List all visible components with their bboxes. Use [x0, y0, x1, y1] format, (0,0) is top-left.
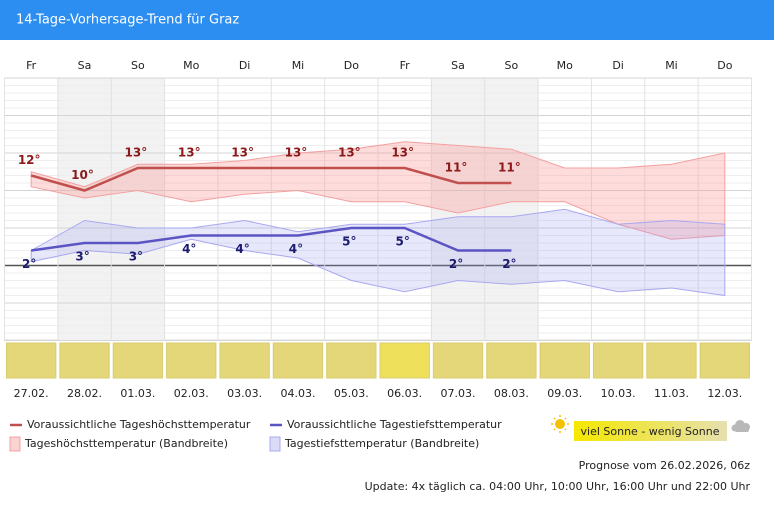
- sun-box: [486, 342, 537, 379]
- weekday-label: Mi: [665, 59, 678, 72]
- value-label: 5°: [342, 235, 356, 249]
- weekday-label: So: [505, 59, 519, 72]
- sun-box: [166, 342, 217, 379]
- sun-box: [592, 342, 644, 379]
- legend-label: Tageshöchsttemperatur (Bandbreite): [24, 437, 228, 450]
- range-band: [30, 208, 726, 297]
- value-label: 4°: [235, 242, 249, 256]
- title: 14-Tage-Vorhersage-Trend für Graz: [16, 13, 239, 28]
- date-label: 27.02.: [14, 387, 49, 400]
- sun-box: [59, 342, 110, 379]
- weekday-label: Fr: [26, 59, 37, 72]
- value-label: 13°: [285, 146, 308, 160]
- value-label: 4°: [182, 242, 196, 256]
- sun-box: [539, 342, 590, 379]
- date-label: 02.03.: [174, 387, 209, 400]
- weekday-label: Do: [344, 59, 359, 72]
- date-label: 06.03.: [387, 387, 422, 400]
- weekday-label: Mo: [557, 59, 573, 72]
- weekend-shade: [484, 78, 539, 341]
- legend-label: Voraussichtliche Tagestiefsttemperatur: [287, 418, 502, 431]
- value-label: 11°: [445, 161, 468, 175]
- sun-box: [219, 342, 270, 379]
- weekday-label: Di: [612, 59, 624, 72]
- legend-label: Tagestiefsttemperatur (Bandbreite): [284, 437, 479, 450]
- value-label: 13°: [391, 146, 414, 160]
- value-label: 13°: [125, 146, 148, 160]
- value-label: 12°: [18, 153, 41, 167]
- weekday-label: Fr: [400, 59, 411, 72]
- sun-box: [699, 342, 751, 379]
- series-line: [30, 166, 512, 192]
- value-label: 13°: [178, 146, 201, 160]
- sun-box: [326, 342, 377, 379]
- value-label: 13°: [338, 146, 361, 160]
- update-note: Update: 4x täglich ca. 04:00 Uhr, 10:00 …: [365, 480, 751, 493]
- weekday-label: Di: [239, 59, 251, 72]
- value-label: 4°: [289, 242, 303, 256]
- date-label: 08.03.: [494, 387, 529, 400]
- forecast-note: Prognose vom 26.02.2026, 06z: [579, 459, 751, 472]
- value-label: 5°: [395, 235, 409, 249]
- sun-box: [379, 342, 430, 379]
- legend-swatch: [269, 436, 281, 452]
- legend-swatch: [9, 436, 21, 452]
- date-label: 04.03.: [280, 387, 315, 400]
- date-label: 12.03.: [707, 387, 742, 400]
- weekday-label: Mi: [292, 59, 305, 72]
- date-label: 03.03.: [227, 387, 262, 400]
- header: [0, 0, 774, 40]
- weekday-label: So: [131, 59, 145, 72]
- date-label: 11.03.: [654, 387, 689, 400]
- value-label: 13°: [231, 146, 254, 160]
- value-label: 2°: [502, 257, 516, 271]
- value-label: 3°: [75, 250, 89, 264]
- weekend-shade: [111, 78, 165, 341]
- weekday-label: Sa: [78, 59, 92, 72]
- sun-box: [432, 342, 484, 379]
- value-label: 11°: [498, 161, 521, 175]
- date-label: 10.03.: [601, 387, 636, 400]
- legend-label: Voraussichtliche Tageshöchsttemperatur: [27, 418, 251, 431]
- weekday-label: Do: [717, 59, 732, 72]
- date-label: 01.03.: [120, 387, 155, 400]
- sun-box: [272, 342, 324, 379]
- sun-legend-label: viel Sonne - wenig Sonne: [581, 425, 720, 438]
- sun-icon: [551, 415, 569, 433]
- sun-scale: [574, 421, 727, 441]
- weekday-label: Mo: [183, 59, 199, 72]
- value-label: 2°: [449, 257, 463, 271]
- sun-box: [646, 342, 697, 379]
- weekday-label: Sa: [451, 59, 465, 72]
- date-label: 09.03.: [547, 387, 582, 400]
- value-label: 10°: [71, 168, 94, 182]
- cloud-icon: [731, 420, 750, 432]
- series-line: [31, 226, 512, 252]
- sun-box: [112, 342, 164, 379]
- date-label: 05.03.: [334, 387, 369, 400]
- date-label: 07.03.: [441, 387, 476, 400]
- value-label: 2°: [22, 257, 36, 271]
- legend: Voraussichtliche Tageshöchsttemperatur T…: [9, 415, 750, 452]
- sun-box: [6, 342, 57, 379]
- date-label: 28.02.: [67, 387, 102, 400]
- weekend-shade: [57, 78, 112, 341]
- value-label: 3°: [129, 250, 143, 264]
